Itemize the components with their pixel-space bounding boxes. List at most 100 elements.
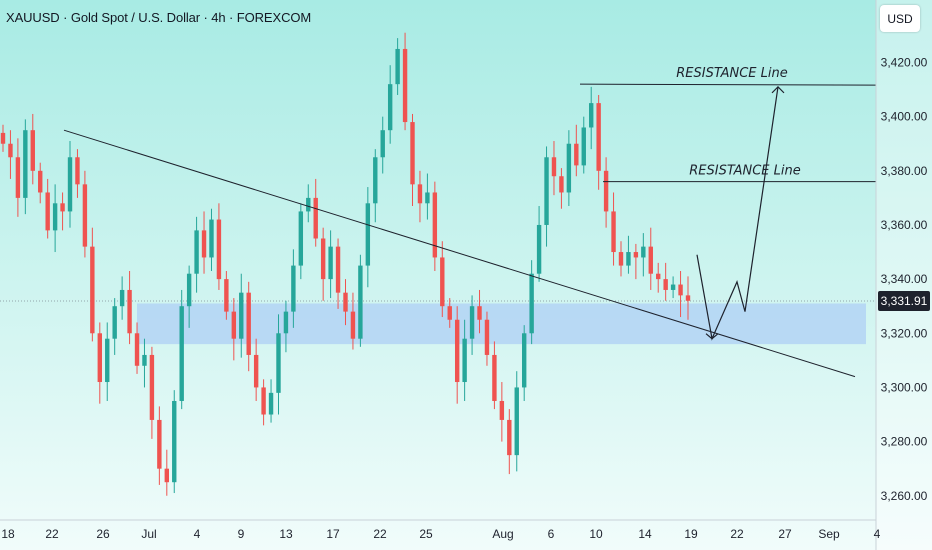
- candle-body: [45, 192, 49, 230]
- candle-body: [395, 49, 399, 84]
- price-tick-label: 3,300.00: [881, 380, 928, 394]
- candle-body: [284, 312, 288, 334]
- candle-body: [202, 230, 206, 257]
- price-tick-label: 3,400.00: [881, 110, 928, 124]
- candle-body: [373, 157, 377, 203]
- candle-body: [403, 49, 407, 122]
- time-tick-label: Jul: [141, 527, 156, 541]
- candle-body: [83, 184, 87, 246]
- candle-body: [291, 266, 295, 312]
- time-tick-label: Aug: [492, 527, 513, 541]
- candle-body: [209, 220, 213, 258]
- support-zone[interactable]: [137, 303, 866, 344]
- candle-body: [16, 157, 20, 198]
- time-tick-label: 9: [238, 527, 245, 541]
- candle-body: [515, 387, 519, 455]
- candle-body: [165, 469, 169, 483]
- candle-body: [247, 293, 251, 355]
- candle-body: [179, 306, 183, 401]
- candle-body: [477, 306, 481, 320]
- candle-body: [641, 247, 645, 258]
- candle-body: [314, 198, 318, 239]
- candle-body: [537, 225, 541, 274]
- candle-body: [75, 157, 79, 184]
- time-tick-label: Sep: [818, 527, 840, 541]
- resistance-label-lower: RESISTANCE Line: [689, 164, 800, 179]
- price-tick-label: 3,320.00: [881, 326, 928, 340]
- candle-body: [455, 320, 459, 382]
- candle-body: [31, 130, 35, 171]
- time-tick-label: 4: [194, 527, 201, 541]
- price-tick-label: 3,340.00: [881, 272, 928, 286]
- time-tick-label: 25: [419, 527, 433, 541]
- candle-body: [589, 103, 593, 127]
- candle-body: [448, 306, 452, 320]
- candle-body: [410, 122, 414, 184]
- candle-body: [381, 130, 385, 157]
- candle-body: [217, 220, 221, 280]
- candle-body: [358, 266, 362, 339]
- candle-body: [187, 274, 191, 306]
- candle-body: [485, 320, 489, 355]
- candle-body: [425, 192, 429, 203]
- candle-body: [142, 355, 146, 366]
- candle-body: [567, 144, 571, 193]
- candle-body: [53, 203, 57, 230]
- time-tick-label: 17: [326, 527, 340, 541]
- price-tick-label: 3,360.00: [881, 218, 928, 232]
- candle-body: [321, 239, 325, 280]
- candle-body: [626, 252, 630, 266]
- candle-body: [23, 130, 27, 198]
- candle-body: [105, 339, 109, 382]
- candle-body: [172, 401, 176, 482]
- price-tick-label: 3,380.00: [881, 164, 928, 178]
- candle-body: [619, 252, 623, 266]
- candle-body: [157, 420, 161, 469]
- candle-body: [462, 339, 466, 382]
- candle-body: [328, 247, 332, 279]
- current-price-label: 3,331.91: [881, 294, 928, 308]
- candle-body: [678, 285, 682, 296]
- price-tick-label: 3,260.00: [881, 489, 928, 503]
- candle-body: [663, 279, 667, 290]
- candle-body: [8, 144, 12, 158]
- resistance-line-upper[interactable]: [580, 84, 876, 85]
- candle-body: [299, 211, 303, 265]
- candle-body: [582, 127, 586, 165]
- candle-body: [127, 290, 131, 333]
- candle-body: [120, 290, 124, 306]
- candle-body: [574, 144, 578, 166]
- candle-body: [529, 274, 533, 334]
- candle-body: [1, 133, 5, 144]
- time-tick-label: 22: [373, 527, 387, 541]
- time-tick-label: 26: [96, 527, 110, 541]
- candle-body: [596, 103, 600, 171]
- candle-body: [60, 203, 64, 211]
- price-tick-label: 3,280.00: [881, 435, 928, 449]
- candle-body: [135, 333, 139, 365]
- candle-body: [522, 333, 526, 387]
- candle-body: [194, 230, 198, 273]
- candle-body: [68, 157, 72, 211]
- candle-body: [634, 252, 638, 257]
- candle-body: [507, 420, 511, 455]
- candle-body: [343, 293, 347, 312]
- candle-body: [306, 198, 310, 212]
- candle-body: [351, 312, 355, 339]
- candle-body: [232, 312, 236, 339]
- candle-body: [239, 293, 243, 339]
- candle-body: [656, 274, 660, 279]
- candle-body: [366, 203, 370, 265]
- candle-body: [261, 387, 265, 414]
- candle-body: [492, 355, 496, 401]
- candle-body: [112, 306, 116, 338]
- time-tick-label: 10: [589, 527, 603, 541]
- candle-body: [686, 295, 690, 300]
- time-tick-label: 19: [684, 527, 698, 541]
- candle-body: [552, 157, 556, 176]
- currency-button[interactable]: USD: [880, 5, 920, 32]
- candle-body: [98, 333, 102, 382]
- candle-body: [150, 355, 154, 420]
- candle-body: [336, 247, 340, 293]
